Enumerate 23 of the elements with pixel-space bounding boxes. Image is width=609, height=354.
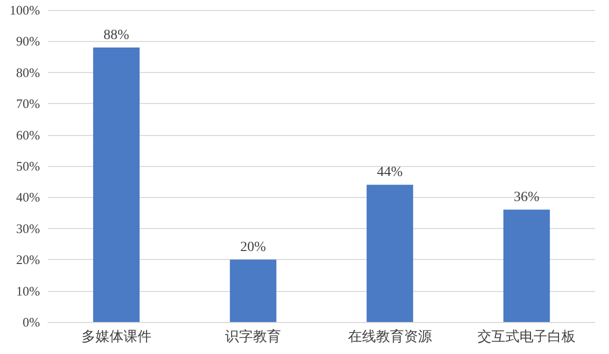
y-tick-label: 0% [22,314,40,330]
x-tick-label: 在线教育资源 [348,328,432,345]
bar [366,184,414,322]
y-tick-label: 60% [16,127,40,142]
data-label: 36% [514,190,540,206]
data-label: 88% [104,28,130,43]
y-tick-label: 70% [16,96,40,112]
bar [230,260,276,322]
x-tick-label: 交互式电子白板 [478,329,576,345]
bar [93,47,140,322]
y-tick-label: 80% [16,64,40,80]
y-tick-label: 100% [10,2,40,18]
x-tick-label: 识字教育 [225,328,282,345]
data-label: 44% [377,165,404,180]
y-tick-label: 30% [16,220,40,236]
y-tick-label: 40% [16,190,40,205]
bar [503,210,550,322]
y-tick-label: 90% [16,34,40,49]
x-tick-label: 多媒体课件 [81,329,152,345]
y-tick-label: 50% [16,158,40,174]
y-tick-label: 20% [16,252,40,268]
y-tick-label: 10% [16,283,40,298]
data-label: 20% [240,240,266,256]
